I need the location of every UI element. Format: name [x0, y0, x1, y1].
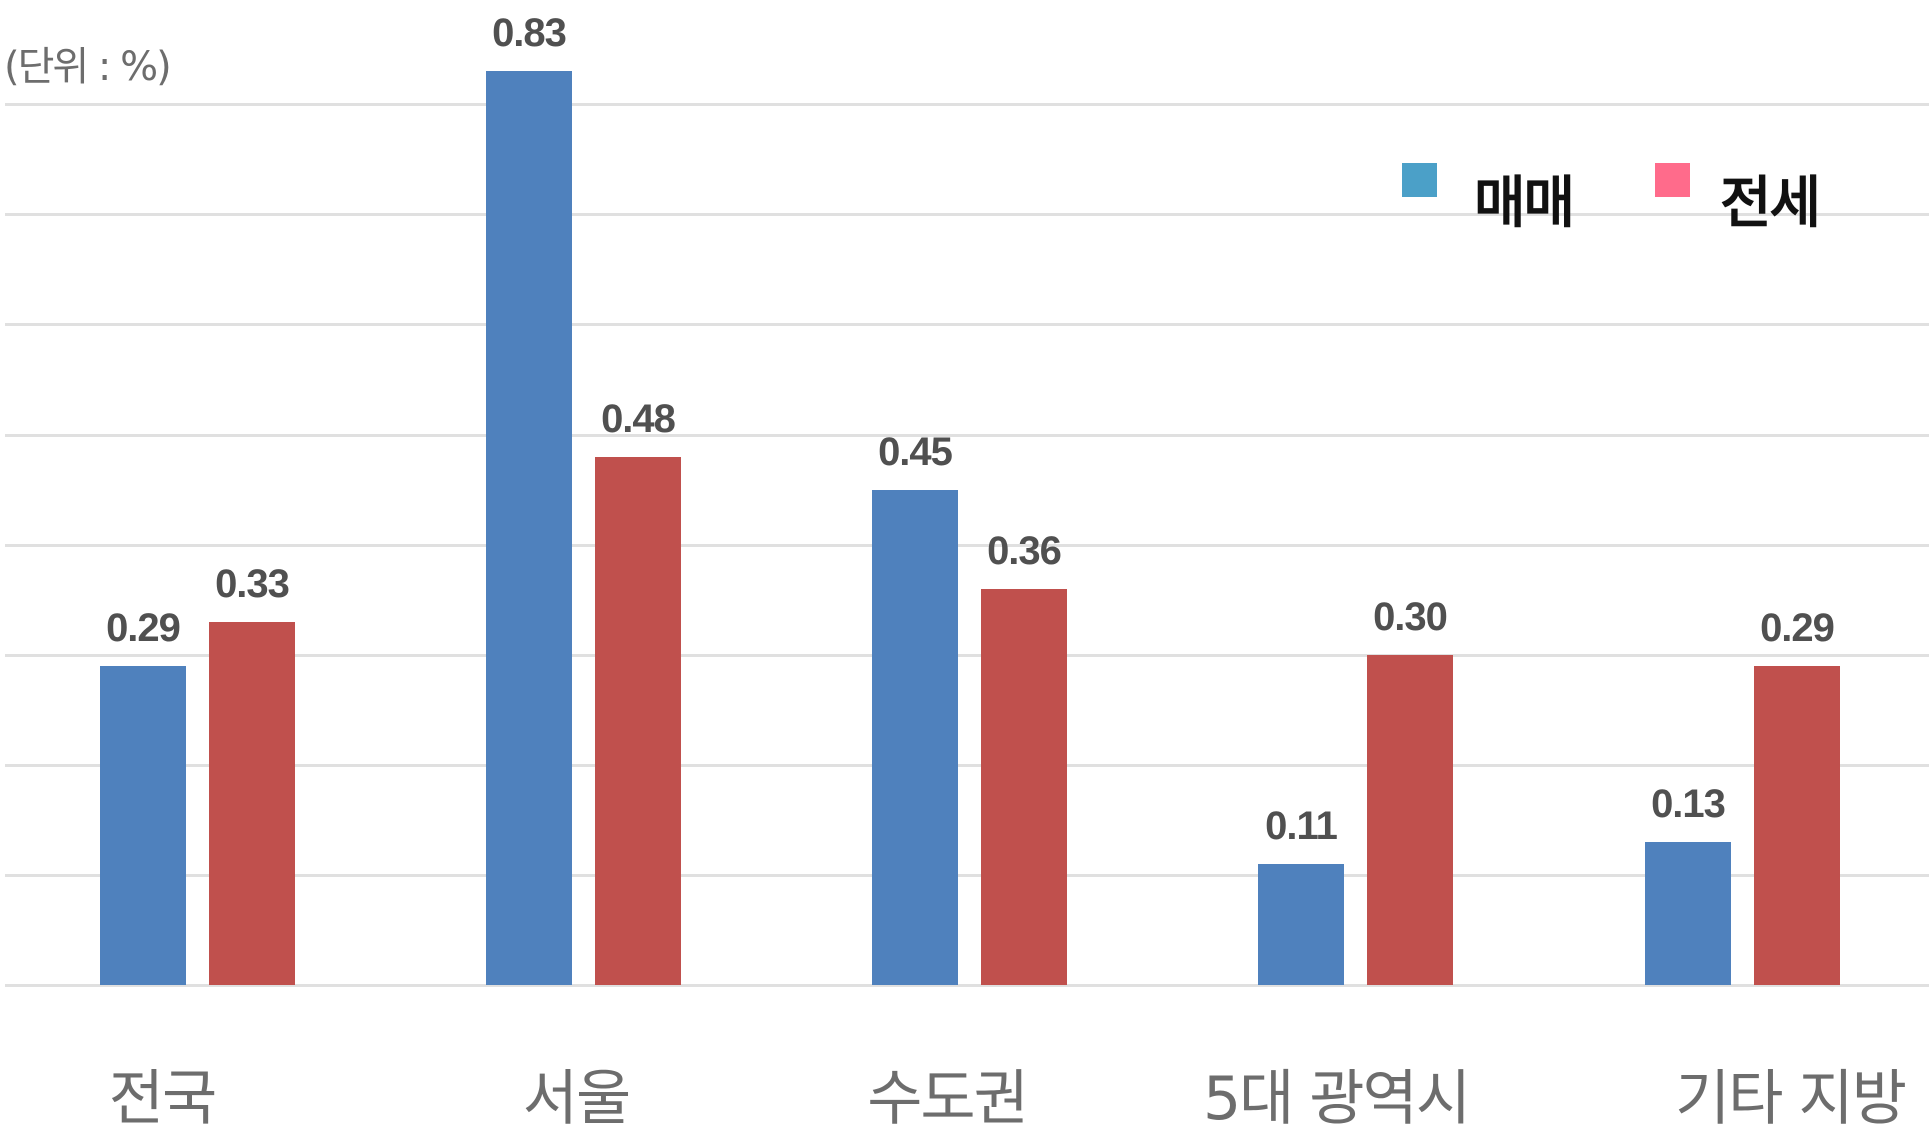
data-label: 0.11: [1265, 804, 1338, 848]
bar-maemae: [486, 71, 572, 985]
bar-maemae: [1258, 864, 1344, 985]
category-label: 전국: [108, 1064, 217, 1134]
data-label: 0.30: [1373, 595, 1448, 639]
bar-maemae: [1645, 842, 1731, 985]
gridline: [5, 544, 1929, 547]
legend-swatch-jeonse: [1655, 163, 1690, 197]
bar-maemae: [872, 490, 958, 985]
bar-jeonse: [1367, 655, 1453, 985]
data-label: 0.33: [215, 562, 290, 606]
gridline: [5, 213, 1929, 216]
bar-jeonse: [209, 622, 295, 985]
bar-maemae: [100, 666, 186, 985]
data-label: 0.36: [987, 529, 1062, 573]
bar-jeonse: [1754, 666, 1840, 985]
gridline: [5, 103, 1929, 106]
legend-swatch-maemae: [1402, 163, 1437, 197]
gridline: [5, 874, 1929, 877]
category-label: 5대 광역시: [1202, 1064, 1471, 1134]
data-label: 0.29: [106, 606, 181, 650]
legend-label-maemae: 매매: [1474, 171, 1575, 236]
gridline: [5, 323, 1929, 326]
data-label: 0.45: [878, 430, 953, 474]
data-label: 0.48: [601, 397, 676, 441]
unit-label: (단위 : %): [4, 44, 172, 90]
legend-label-jeonse: 전세: [1720, 171, 1821, 236]
data-label: 0.29: [1760, 606, 1835, 650]
gridline: [5, 654, 1929, 657]
category-label: 기타 지방: [1675, 1064, 1907, 1134]
bar-jeonse: [981, 589, 1067, 985]
gridline: [5, 764, 1929, 767]
x-axis-baseline: [5, 984, 1929, 987]
category-label: 수도권: [867, 1064, 1029, 1134]
data-label: 0.13: [1651, 782, 1726, 826]
gridline: [5, 434, 1929, 437]
bar-jeonse: [595, 457, 681, 985]
category-label: 서울: [522, 1064, 631, 1134]
data-label: 0.83: [492, 11, 567, 55]
